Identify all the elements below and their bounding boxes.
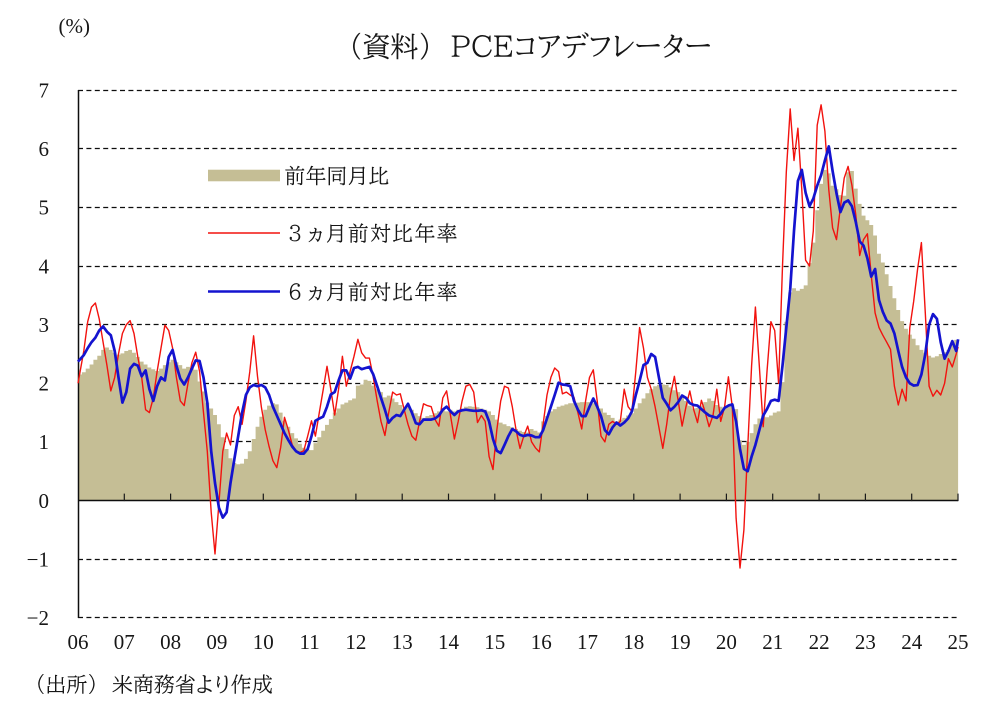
svg-text:20: 20 [716,630,737,654]
svg-text:11: 11 [299,630,319,654]
svg-text:07: 07 [114,630,135,654]
svg-text:14: 14 [438,630,460,654]
svg-text:7: 7 [39,78,50,102]
svg-text:18: 18 [623,630,644,654]
svg-text:19: 19 [670,630,691,654]
svg-text:15: 15 [484,630,505,654]
svg-text:10: 10 [253,630,274,654]
svg-text:5: 5 [39,196,50,220]
svg-text:(%): (%) [59,14,90,38]
svg-text:21: 21 [762,630,783,654]
svg-text:4: 4 [39,254,50,278]
svg-text:13: 13 [392,630,413,654]
svg-text:22: 22 [809,630,830,654]
svg-text:17: 17 [577,630,598,654]
svg-text:1: 1 [39,430,50,454]
svg-text:06: 06 [68,630,89,654]
svg-text:25: 25 [948,630,969,654]
svg-text:24: 24 [901,630,923,654]
svg-text:6: 6 [39,137,50,161]
svg-text:12: 12 [345,630,366,654]
svg-text:08: 08 [160,630,181,654]
svg-text:09: 09 [206,630,227,654]
svg-text:0: 0 [39,489,50,513]
svg-text:−2: −2 [27,606,49,630]
svg-text:2: 2 [39,372,50,396]
svg-text:−1: −1 [27,548,49,572]
svg-text:23: 23 [855,630,876,654]
svg-text:3: 3 [39,313,50,337]
svg-text:16: 16 [531,630,552,654]
